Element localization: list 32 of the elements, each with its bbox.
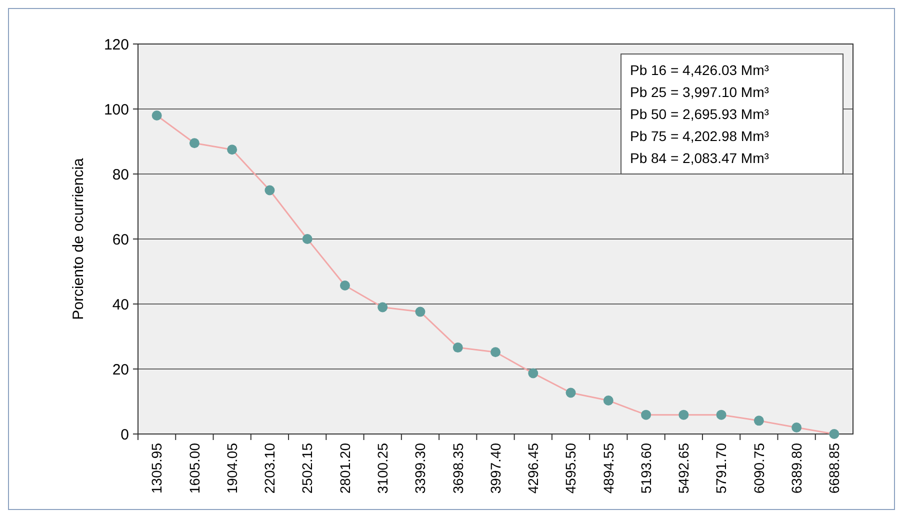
y-tick-label: 80 [112, 166, 129, 184]
x-tick-label: 2502.15 [299, 442, 316, 494]
x-tick-label: 5193.60 [638, 442, 654, 494]
x-tick-label: 1305.95 [148, 442, 165, 494]
x-tick-label: 4296.45 [525, 442, 542, 494]
x-tick-label: 3997.40 [487, 442, 504, 494]
y-tick-label: 120 [104, 36, 129, 54]
y-tick-label: 60 [112, 231, 129, 248]
x-tick-label: 4595.50 [562, 442, 579, 494]
annotation: Pb 25 = 3,997.10 Mm³ [630, 84, 770, 100]
y-tick-label: 100 [104, 101, 129, 118]
x-tick-label: 3100.25 [374, 442, 391, 494]
annotation: Pb 16 = 4,426.03 Mm³ [630, 62, 770, 78]
annotation: Pb 84 = 2,083.47 Mm³ [630, 150, 770, 166]
x-tick-label: 6389.80 [788, 442, 804, 494]
y-tick-label: 0 [120, 426, 129, 444]
x-tick-label: 3698.35 [450, 442, 466, 494]
annotation: Pb 50 = 2,695.93 Mm³ [630, 106, 770, 122]
x-tick-label: 4894.55 [600, 442, 616, 494]
y-tick-label: 40 [112, 296, 129, 314]
x-tick-label: 1605.00 [186, 442, 202, 494]
x-tick-label: 3399.30 [412, 442, 428, 494]
annotation: Pb 75 = 4,202.98 Mm³ [630, 128, 770, 144]
x-tick-label: 5791.70 [713, 442, 730, 494]
x-tick-label: 2801.20 [336, 442, 353, 494]
x-tick-label: 5492.65 [676, 442, 692, 494]
x-tick-label: 1904.05 [224, 442, 240, 494]
x-tick-label: 2203.10 [262, 442, 278, 494]
y-axis-title: Porciento de ocurriencia [70, 157, 87, 320]
x-tick-label: 6090.75 [750, 442, 767, 494]
y-tick-label: 20 [112, 361, 129, 378]
x-tick-label: 6688.85 [826, 442, 842, 494]
